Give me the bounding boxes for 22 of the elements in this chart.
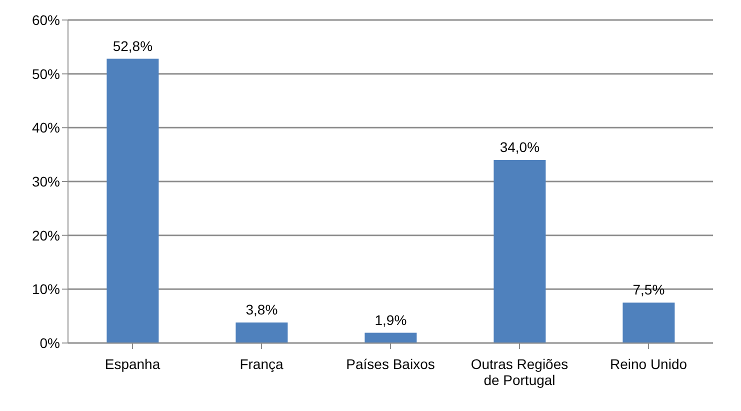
- y-tick-label: 50%: [32, 66, 60, 82]
- bar: [494, 160, 546, 343]
- y-tick-label: 60%: [32, 12, 60, 28]
- data-label: 1,9%: [374, 312, 407, 328]
- y-tick-label: 0%: [40, 334, 60, 351]
- data-label: 3,8%: [246, 302, 278, 318]
- x-tick-label: Espanha: [104, 356, 160, 372]
- bar: [622, 302, 675, 343]
- x-tick-label: Outras Regiões de Portugal: [470, 356, 568, 388]
- bar: [106, 58, 159, 343]
- x-tick-label: Países Baixos: [346, 356, 435, 372]
- data-label: 7,5%: [632, 282, 665, 298]
- bar: [236, 322, 288, 343]
- y-tick-label: 40%: [32, 120, 60, 136]
- y-tick-label: 10%: [32, 281, 60, 298]
- y-tick-label: 30%: [32, 173, 60, 190]
- x-tick-label: França: [240, 356, 284, 372]
- data-label: 34,0%: [500, 138, 540, 155]
- x-tick-label: Reino Unido: [610, 356, 688, 372]
- data-label: 52,8%: [112, 38, 153, 54]
- bar: [364, 332, 417, 343]
- y-tick-label: 20%: [32, 227, 60, 244]
